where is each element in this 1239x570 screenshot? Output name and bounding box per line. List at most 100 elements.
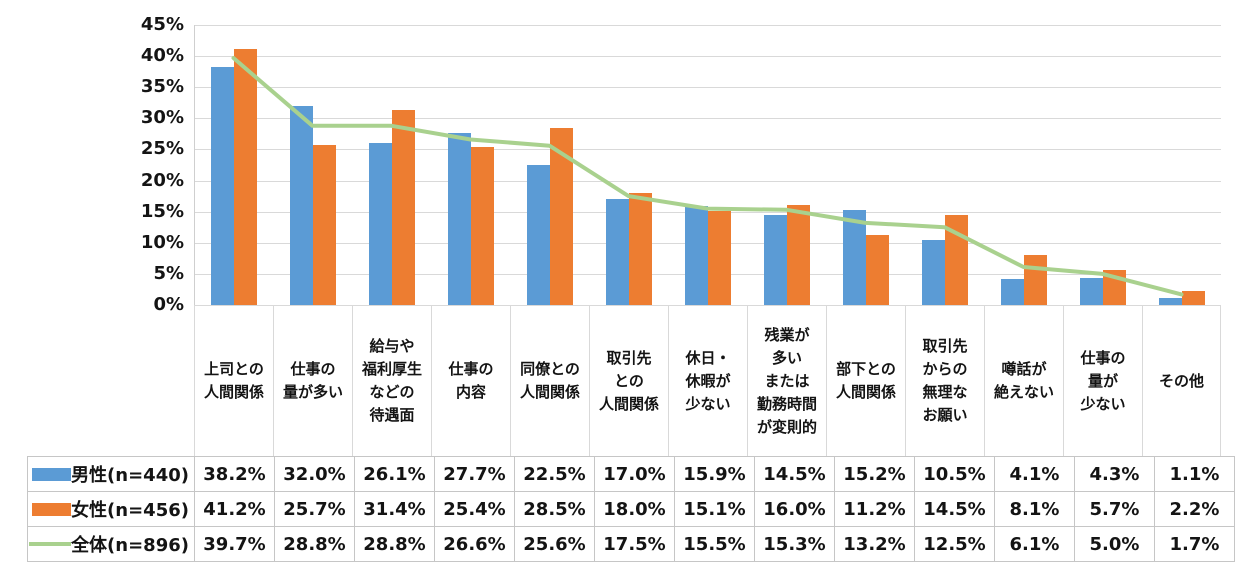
value-cell-total: 12.5% xyxy=(914,526,995,562)
female-legend-swatch-icon xyxy=(32,502,72,516)
category-label-line: 部下との xyxy=(836,360,896,378)
legend-entry: 全体(n=896) xyxy=(28,527,194,561)
female-bar xyxy=(549,127,573,305)
category-label-line: 休日・ xyxy=(685,348,731,367)
category-label-line: 内容 xyxy=(455,383,486,401)
y-axis-tick-label: 10% xyxy=(140,231,184,253)
value-cell-total: 39.7% xyxy=(194,526,275,562)
category-label: 上司との 人間関係 xyxy=(194,305,273,457)
legend-entry: 男性(n=440) xyxy=(28,457,194,491)
value-cell-female: 2.2% xyxy=(1154,491,1235,527)
legend-label: 男性(n=440) xyxy=(71,465,189,486)
female-bar xyxy=(391,109,415,305)
male-bar xyxy=(447,132,471,305)
value-cell-male: 22.5% xyxy=(514,456,595,492)
category-label-line: 少ない xyxy=(1080,394,1126,413)
y-axis-tick-label: 45% xyxy=(140,14,184,35)
female-bar xyxy=(1181,291,1205,305)
table-row-male: 男性(n=440) 38.2% 32.0% 26.1% 27.7% 22.5% 17.0% 1… xyxy=(27,456,1235,492)
value-cell-male: 27.7% xyxy=(434,456,515,492)
category-label-line: 人間関係 xyxy=(519,383,580,401)
legend-cell-female: 女性(n=456) xyxy=(27,491,195,527)
value-cell-total: 6.1% xyxy=(994,526,1075,562)
category-label-line: お願い xyxy=(922,406,968,424)
value-cell-male: 26.1% xyxy=(354,456,435,492)
male-bar xyxy=(842,210,866,305)
female-bar xyxy=(312,145,336,305)
male-bar xyxy=(368,142,392,305)
category-label: 仕事の 量が多い xyxy=(273,305,352,457)
y-axis-tick-label: 5% xyxy=(153,262,184,284)
category-label-line: 休暇が xyxy=(685,371,731,390)
horizontal-gridline xyxy=(194,56,1221,57)
category-label: 仕事の 内容 xyxy=(431,305,510,457)
value-cell-total: 15.5% xyxy=(674,526,755,562)
male-bar xyxy=(526,165,550,305)
male-bar xyxy=(684,206,708,305)
value-cell-male: 15.9% xyxy=(674,456,755,492)
category-label: 残業が 多い または 勤務時間 が変則的 xyxy=(747,305,826,457)
value-cell-female: 15.1% xyxy=(674,491,755,527)
value-cell-male: 38.2% xyxy=(194,456,275,492)
category-label-line: との xyxy=(614,371,644,390)
x-axis-line xyxy=(194,305,1221,306)
value-cell-male: 15.2% xyxy=(834,456,915,492)
value-cell-total: 13.2% xyxy=(834,526,915,562)
category-label-line: 仕事の xyxy=(1080,348,1126,367)
total-line xyxy=(231,56,1184,297)
plot-area xyxy=(194,25,1221,305)
value-cell-total: 17.5% xyxy=(594,526,675,562)
horizontal-gridline xyxy=(194,118,1221,119)
value-cell-female: 28.5% xyxy=(514,491,595,527)
value-cell-female: 25.4% xyxy=(434,491,515,527)
category-label: 取引先 との 人間関係 xyxy=(589,305,668,457)
male-bar xyxy=(763,214,787,305)
value-cell-total: 5.0% xyxy=(1074,526,1155,562)
category-label: 部下との 人間関係 xyxy=(826,305,905,457)
y-axis-tick-label: 30% xyxy=(140,107,184,129)
category-label-line: 人間関係 xyxy=(598,394,659,413)
legend-cell-total: 全体(n=896) xyxy=(27,526,195,562)
category-label-line: 取引先 xyxy=(922,337,968,355)
legend-label: 女性(n=456) xyxy=(71,500,189,521)
female-bar xyxy=(470,146,494,305)
table-row-total: 全体(n=896) 39.7% 28.8% 28.8% 26.6% 25.6% 17.5% 1… xyxy=(27,526,1235,562)
category-label-line: 噂話が xyxy=(1001,360,1047,378)
horizontal-gridline xyxy=(194,87,1221,88)
horizontal-gridline xyxy=(194,25,1221,26)
category-label: その他 xyxy=(1142,305,1221,457)
category-label-line: 絶えない xyxy=(993,383,1054,401)
y-axis-tick-label: 20% xyxy=(140,169,184,191)
category-label-line: 上司との xyxy=(204,360,264,378)
male-bar xyxy=(1000,279,1024,305)
category-label: 仕事の 量が 少ない xyxy=(1063,305,1142,457)
category-label-line: 多い xyxy=(771,348,802,367)
male-bar xyxy=(921,239,945,305)
female-bar xyxy=(707,211,731,305)
y-axis-tick-label: 25% xyxy=(140,138,184,160)
value-cell-female: 5.7% xyxy=(1074,491,1155,527)
y-axis-tick-label: 35% xyxy=(140,76,184,98)
male-bar xyxy=(1158,298,1182,305)
category-label-line: 人間関係 xyxy=(835,383,896,401)
male-legend-swatch-icon xyxy=(32,467,72,481)
female-bar xyxy=(628,193,652,305)
y-axis-tick-label: 0% xyxy=(153,294,184,315)
value-cell-male: 1.1% xyxy=(1154,456,1235,492)
category-label-line: 同僚との xyxy=(520,360,580,378)
table-row-female: 女性(n=456) 41.2% 25.7% 31.4% 25.4% 28.5% 18.0% 1… xyxy=(27,491,1235,527)
category-label-line: 少ない xyxy=(685,394,731,413)
value-cell-total: 28.8% xyxy=(274,526,355,562)
category-label-line: 福利厚生 xyxy=(361,360,422,378)
female-bar xyxy=(865,235,889,305)
value-cell-female: 8.1% xyxy=(994,491,1075,527)
value-cell-total: 25.6% xyxy=(514,526,595,562)
category-label-line: 量が xyxy=(1087,371,1118,390)
male-bar xyxy=(289,105,313,305)
value-cell-female: 16.0% xyxy=(754,491,835,527)
category-label-line: その他 xyxy=(1158,371,1204,390)
category-label-line: 勤務時間 xyxy=(756,394,817,413)
horizontal-gridline xyxy=(194,149,1221,150)
value-cell-male: 10.5% xyxy=(914,456,995,492)
